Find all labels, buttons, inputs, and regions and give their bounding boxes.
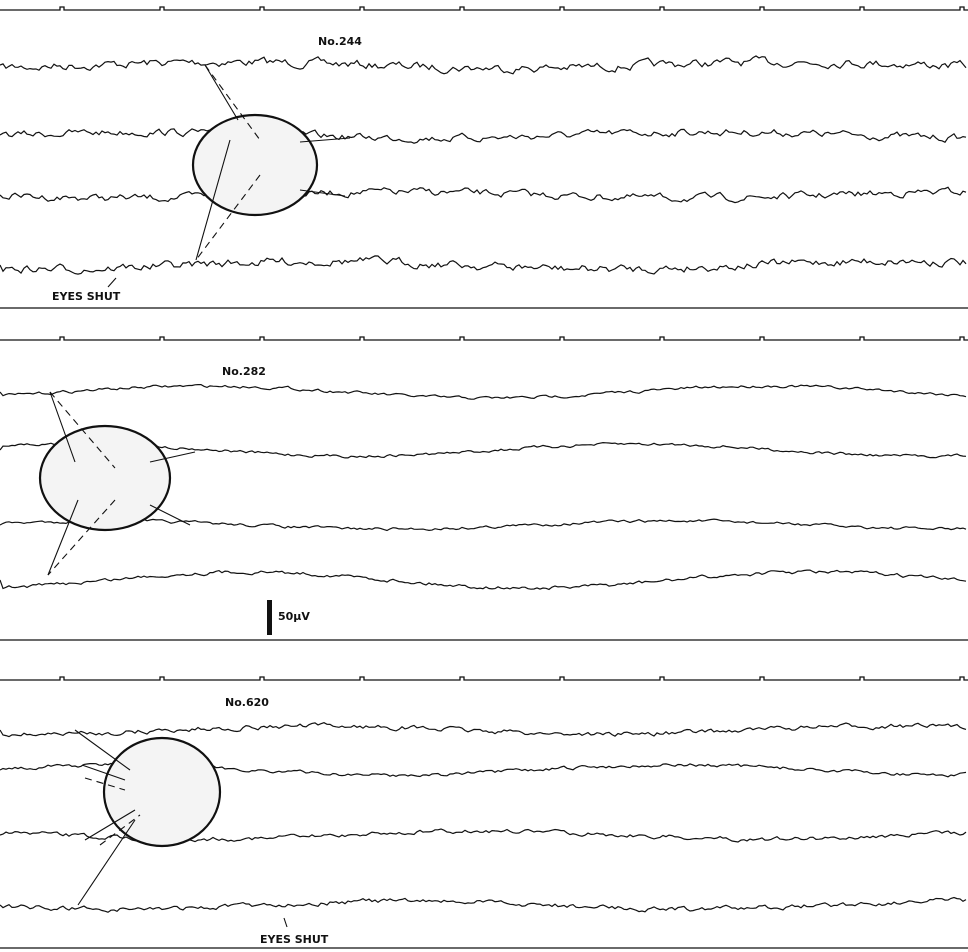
event-marker: EYES SHUT (52, 290, 121, 303)
panel-label: No.620 (225, 696, 269, 709)
time-marker (0, 677, 968, 680)
eeg-trace (0, 187, 966, 202)
event-marker: EYES SHUT (260, 933, 329, 946)
eeg-trace (0, 385, 966, 400)
eeg-trace (0, 723, 966, 737)
eeg-trace (0, 256, 966, 274)
arrow (284, 918, 287, 927)
panel-label: No.244 (318, 35, 362, 48)
eeg-trace (0, 570, 966, 589)
eeg-trace (0, 519, 966, 530)
panel-label: No.282 (222, 365, 266, 378)
scale-label: 50μV (278, 610, 310, 623)
eeg-trace (0, 898, 966, 913)
eeg-trace (0, 56, 966, 74)
brain (104, 738, 220, 846)
scale-bar (267, 600, 272, 635)
arrow (108, 278, 116, 287)
brain (193, 115, 317, 215)
brain-diagrams (40, 65, 350, 905)
brain (40, 426, 170, 530)
time-marker (0, 337, 968, 340)
time-marker (0, 7, 968, 10)
eeg-trace (0, 127, 966, 143)
eeg-figure: No.244 EYES SHUT No.282 50μV No.620 EYES… (0, 0, 968, 952)
